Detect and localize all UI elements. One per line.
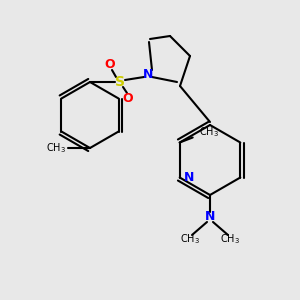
Text: CH$_3$: CH$_3$: [220, 232, 240, 246]
Text: CH$_3$: CH$_3$: [199, 126, 219, 140]
Text: N: N: [184, 171, 194, 184]
Text: N: N: [143, 68, 153, 80]
Text: O: O: [105, 58, 115, 70]
Text: CH$_3$: CH$_3$: [46, 141, 66, 155]
Text: N: N: [205, 211, 215, 224]
Text: O: O: [123, 92, 133, 106]
Text: CH$_3$: CH$_3$: [180, 232, 200, 246]
Text: S: S: [115, 75, 125, 89]
